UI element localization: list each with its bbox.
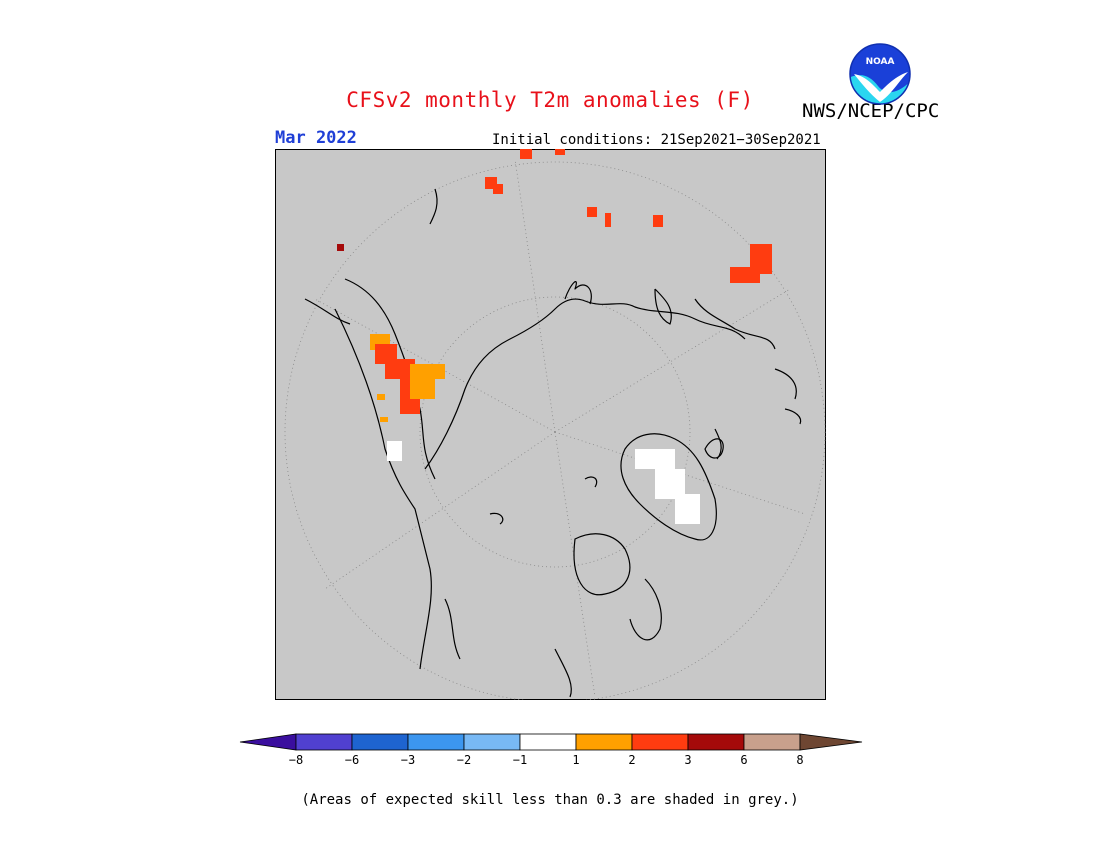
legend-tick-label: 8 <box>796 753 803 767</box>
anomaly-patches <box>337 149 772 524</box>
noaa-logo: NOAA <box>849 43 911 105</box>
legend-swatch <box>295 733 353 751</box>
legend-tick-label: −1 <box>513 753 527 767</box>
map-title: CFSv2 monthly T2m anomalies (F) <box>346 88 754 112</box>
legend-tick-label: 2 <box>628 753 635 767</box>
legend-tick-label: −2 <box>457 753 471 767</box>
organization-label: NWS/NCEP/CPC <box>802 100 940 122</box>
graticule <box>284 158 826 700</box>
legend-swatch <box>407 733 465 751</box>
polar-map <box>275 149 826 700</box>
legend-tick-label: −6 <box>345 753 359 767</box>
legend-swatch <box>463 733 521 751</box>
legend-tick-label: −3 <box>401 753 415 767</box>
legend-arrow-high <box>799 733 863 751</box>
legend-swatch <box>351 733 409 751</box>
legend-arrow-low <box>239 733 297 751</box>
legend-tick-label: 1 <box>572 753 579 767</box>
skill-note: (Areas of expected skill less than 0.3 a… <box>301 792 799 808</box>
forecast-month: Mar 2022 <box>275 128 357 148</box>
legend-swatch <box>575 733 633 751</box>
legend-swatch <box>743 733 801 751</box>
legend-swatch <box>631 733 689 751</box>
legend-swatch <box>519 733 577 751</box>
color-legend: −8 −6 −3 −2 −1 1 2 3 6 8 <box>239 733 863 767</box>
logo-text: NOAA <box>866 57 895 67</box>
legend-tick-label: −8 <box>289 753 303 767</box>
legend-swatch <box>687 733 745 751</box>
initial-conditions: Initial conditions: 21Sep2021−30Sep2021 <box>492 132 821 148</box>
map-background <box>275 149 826 700</box>
legend-tick-label: 6 <box>740 753 747 767</box>
legend-tick-label: 3 <box>684 753 691 767</box>
coastlines <box>304 188 802 698</box>
